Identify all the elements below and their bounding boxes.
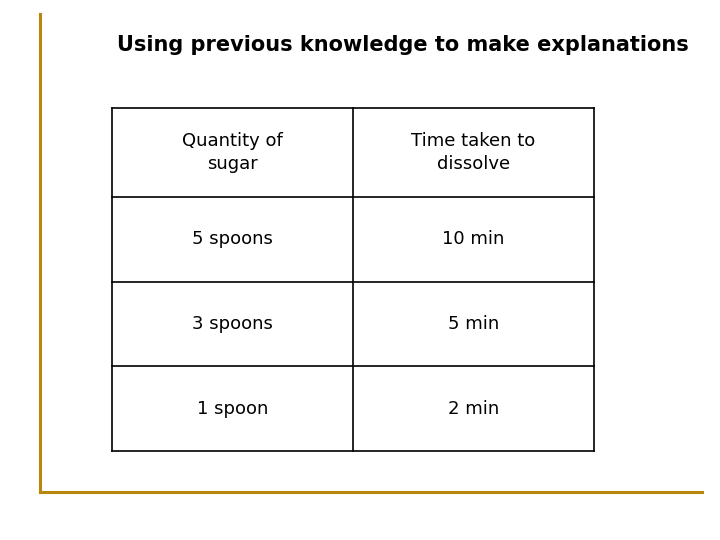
Text: 5 min: 5 min <box>448 315 499 333</box>
Text: Quantity of
sugar: Quantity of sugar <box>182 132 282 173</box>
Text: 3 spoons: 3 spoons <box>192 315 273 333</box>
Text: 5 spoons: 5 spoons <box>192 231 273 248</box>
Text: 1 spoon: 1 spoon <box>197 400 268 417</box>
Text: Time taken to
dissolve: Time taken to dissolve <box>411 132 536 173</box>
Text: 2 min: 2 min <box>448 400 499 417</box>
Text: 10 min: 10 min <box>442 231 505 248</box>
Text: Using previous knowledge to make explanations: Using previous knowledge to make explana… <box>117 35 689 55</box>
